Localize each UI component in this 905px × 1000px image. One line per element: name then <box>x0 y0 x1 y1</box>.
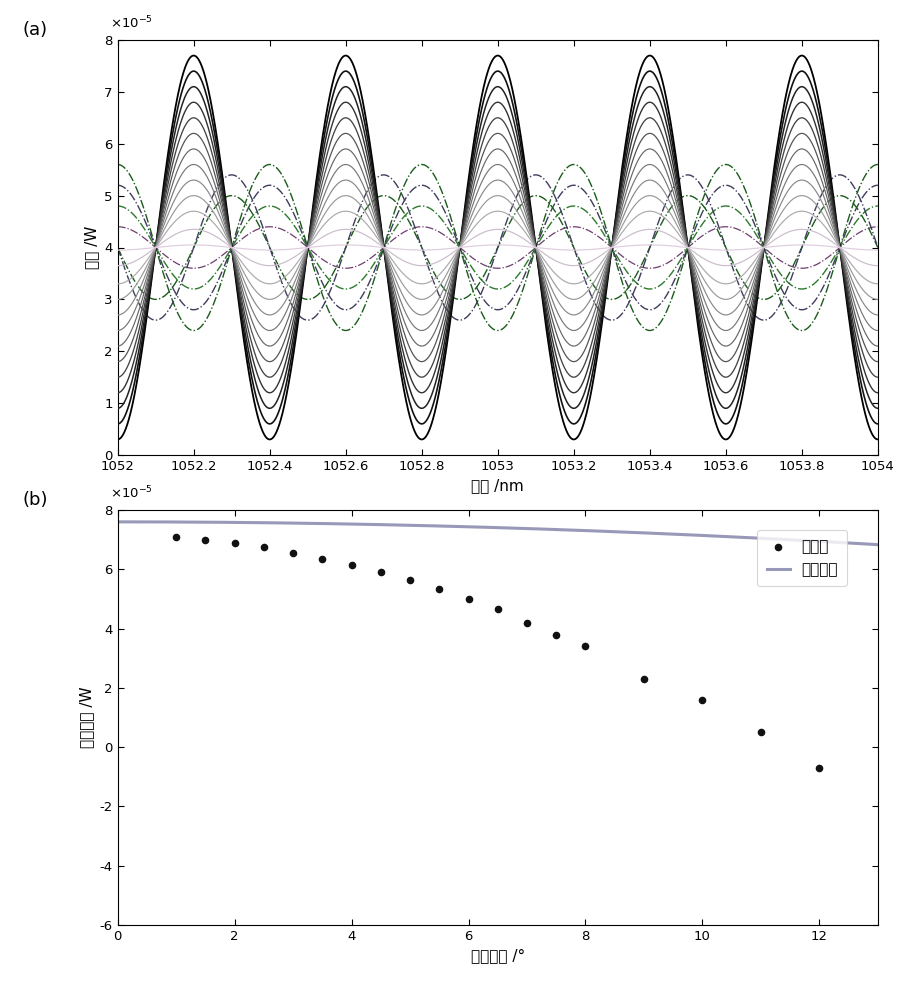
实验値 <box>169 529 184 545</box>
X-axis label: 波长 /nm: 波长 /nm <box>472 478 524 493</box>
实验値 <box>257 539 272 555</box>
实验値 <box>578 638 593 654</box>
拟合曲线 <box>112 516 123 528</box>
拟合曲线 <box>420 520 431 532</box>
拟合曲线 <box>447 520 458 532</box>
实验値 <box>754 724 768 740</box>
实验値 <box>315 551 329 567</box>
拟合曲线 <box>634 527 645 539</box>
实验値 <box>462 591 476 607</box>
实验値 <box>549 626 564 643</box>
拟合曲线 <box>705 530 716 542</box>
实验値 <box>637 671 652 687</box>
Text: $\times 10^{-5}$: $\times 10^{-5}$ <box>110 485 153 502</box>
实验値 <box>491 601 505 617</box>
实验値 <box>198 532 213 548</box>
Text: $\times 10^{-5}$: $\times 10^{-5}$ <box>110 15 153 32</box>
实验値 <box>519 615 534 631</box>
实验値 <box>695 692 710 708</box>
X-axis label: 旋转角度 /°: 旋转角度 /° <box>471 948 525 963</box>
Y-axis label: 强度 /W: 强度 /W <box>84 226 99 269</box>
拟合曲线 <box>719 530 729 542</box>
Text: (b): (b) <box>23 491 48 509</box>
Text: (a): (a) <box>23 21 48 39</box>
实验値 <box>403 572 417 588</box>
拟合曲线 <box>872 539 883 551</box>
实验値 <box>432 581 446 597</box>
实验値 <box>344 557 358 573</box>
Y-axis label: 调制深度 /W: 调制深度 /W <box>79 687 94 748</box>
实验値 <box>286 545 300 561</box>
实验値 <box>374 564 388 580</box>
Legend: 实验値, 拟合曲线: 实验値, 拟合曲线 <box>757 530 847 586</box>
实验値 <box>227 535 242 551</box>
Line: 拟合曲线: 拟合曲线 <box>118 522 878 545</box>
拟合曲线 <box>190 516 201 528</box>
实验値 <box>812 760 826 776</box>
